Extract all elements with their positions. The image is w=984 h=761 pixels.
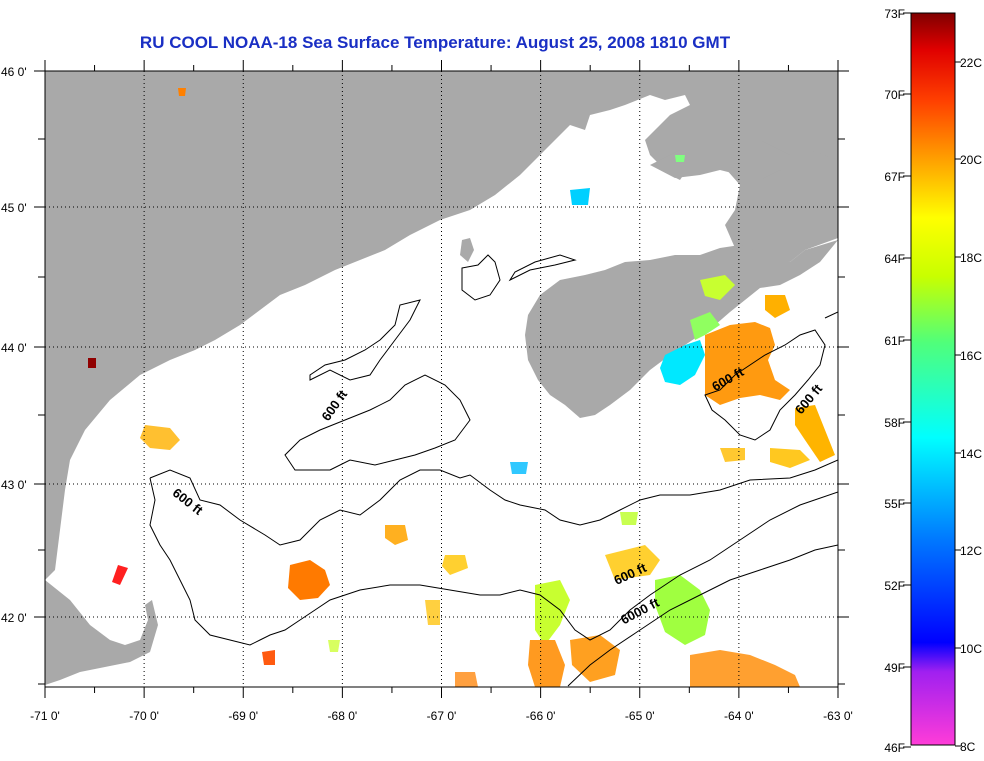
bathymetry-contours (149, 254, 838, 687)
longitude-labels: -71 0' -70 0' -69 0' -68 0' -67 0' -66 0' -65 … (30, 709, 853, 723)
cb-f-label: 46F (884, 741, 905, 755)
map-title: RU COOL NOAA-18 Sea Surface Temperature:… (139, 33, 731, 52)
lat-label: 45 0' (1, 201, 27, 215)
cb-c-label: 20C (960, 153, 982, 167)
cb-c-label: 22C (960, 56, 982, 70)
land-mainland (45, 71, 838, 580)
cb-c-label: 14C (960, 447, 982, 461)
cb-f-label: 73F (884, 7, 905, 21)
lon-label: -64 0' (724, 709, 754, 723)
lon-label: -65 0' (625, 709, 655, 723)
lon-label: -66 0' (526, 709, 556, 723)
lat-label: 42 0' (1, 611, 27, 625)
cb-f-label: 61F (884, 334, 905, 348)
lat-label: 46 0' (1, 65, 27, 79)
land-nova-scotia (525, 240, 838, 418)
cb-f-label: 49F (884, 661, 905, 675)
lat-lon-grid (45, 71, 838, 687)
colorbar-celsius-labels: 22C 20C 18C 16C 14C 12C 10C 8C (955, 56, 982, 754)
cb-f-label: 64F (884, 252, 905, 266)
lon-label: -70 0' (129, 709, 159, 723)
cb-c-label: 12C (960, 544, 982, 558)
colorbar-fahrenheit-labels: 73F 70F 67F 64F 61F 58F 55F 52F 49F 46F (884, 7, 911, 755)
sst-patches (88, 88, 835, 687)
lat-label: 43 0' (1, 478, 27, 492)
lon-label: -67 0' (427, 709, 457, 723)
cb-c-label: 16C (960, 349, 982, 363)
cb-c-label: 10C (960, 642, 982, 656)
lon-label: -68 0' (328, 709, 358, 723)
land-grand-manan (460, 238, 474, 262)
lon-label: -71 0' (30, 709, 60, 723)
axis-ticks (34, 60, 849, 698)
land-cape-cod (45, 580, 158, 685)
cb-f-label: 70F (884, 88, 905, 102)
cb-f-label: 67F (884, 170, 905, 184)
cb-f-label: 55F (884, 497, 905, 511)
lon-label: -69 0' (228, 709, 258, 723)
lat-label: 44 0' (1, 341, 27, 355)
land-pei (650, 135, 838, 180)
lon-label: -63 0' (823, 709, 853, 723)
cb-f-label: 52F (884, 579, 905, 593)
cb-f-label: 58F (884, 416, 905, 430)
cb-c-label: 18C (960, 251, 982, 265)
colorbar (910, 12, 956, 746)
latitude-labels: 46 0' 45 0' 44 0' 43 0' 42 0' (1, 65, 27, 625)
cb-c-label: 8C (960, 740, 976, 754)
